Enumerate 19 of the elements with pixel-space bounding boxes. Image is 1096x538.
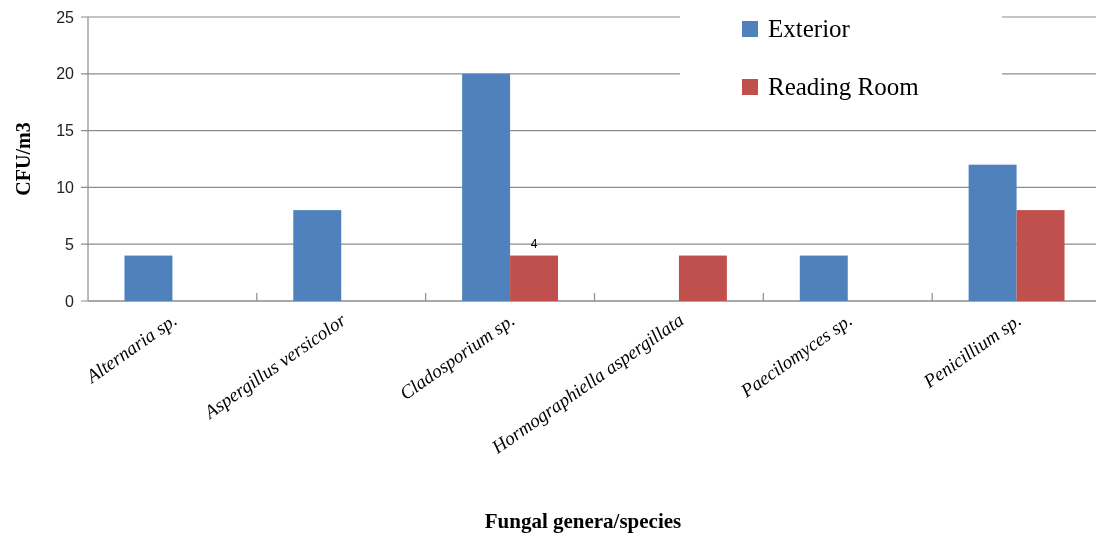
bar <box>799 255 848 301</box>
legend-label: Exterior <box>768 15 851 42</box>
y-tick-label: 15 <box>56 122 75 140</box>
data-label: 4 <box>530 236 538 251</box>
bar <box>1016 210 1065 301</box>
y-tick-label: 5 <box>65 235 75 253</box>
bar <box>124 255 173 301</box>
y-tick-label: 0 <box>65 292 75 310</box>
legend-label: Reading Room <box>768 73 920 100</box>
y-tick-label: 20 <box>56 65 75 83</box>
bar <box>678 255 727 301</box>
bar <box>510 255 559 301</box>
y-axis-title: CFU/m3 <box>12 122 34 196</box>
x-axis-title: Fungal genera/species <box>484 509 682 533</box>
y-tick-label: 10 <box>56 179 75 196</box>
bar <box>462 73 511 301</box>
bar <box>968 164 1017 301</box>
bar <box>293 210 342 301</box>
y-tick-label: 25 <box>56 8 75 26</box>
